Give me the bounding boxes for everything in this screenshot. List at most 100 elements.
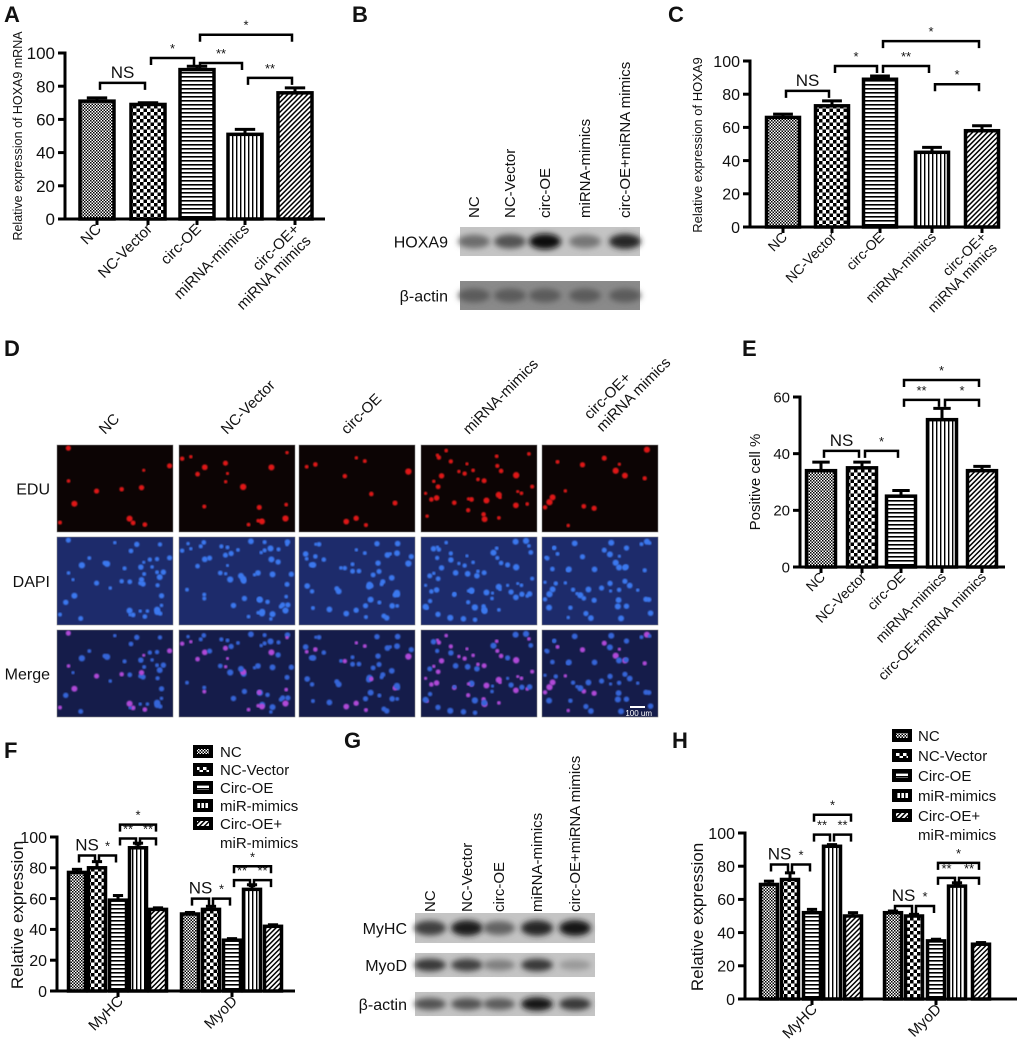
cell-nucleus — [201, 633, 207, 638]
y-axis-label: Positive cell % — [747, 434, 764, 531]
cell-nucleus — [546, 697, 553, 704]
cell-nucleus — [356, 568, 362, 574]
cell-nucleus — [642, 661, 647, 666]
cell-nucleus — [394, 633, 401, 640]
significance-label: ** — [916, 383, 926, 398]
cell-nucleus — [222, 645, 229, 651]
cell-nucleus — [285, 695, 291, 701]
cell-nucleus — [626, 675, 633, 682]
cell-nucleus — [549, 494, 556, 501]
cell-nucleus — [494, 546, 499, 551]
cell-nucleus — [519, 676, 524, 681]
significance-label: * — [956, 846, 961, 861]
cell-nucleus — [434, 555, 440, 561]
cell-nucleus — [388, 667, 395, 674]
cell-nucleus — [304, 649, 309, 654]
cell-nucleus — [78, 615, 84, 621]
cell-nucleus — [223, 480, 228, 484]
cell-nucleus — [326, 606, 333, 613]
cell-nucleus — [546, 683, 553, 691]
cell-nucleus — [460, 709, 467, 715]
cell-nucleus — [138, 702, 142, 706]
significance-bracket — [790, 863, 812, 872]
cell-nucleus — [626, 582, 633, 589]
cell-nucleus — [159, 696, 164, 701]
cell-nucleus — [457, 561, 461, 566]
significance-bracket — [198, 33, 294, 42]
cell-nucleus — [615, 690, 622, 697]
cell-nucleus — [198, 544, 203, 549]
blot-row-label: MyoD — [365, 958, 407, 975]
y-tick-label: 60 — [773, 389, 790, 406]
cell-nucleus — [154, 556, 160, 562]
column-label: miRNA-mimics — [460, 356, 542, 438]
cell-nucleus — [566, 615, 570, 620]
cell-nucleus — [57, 705, 63, 710]
cell-nucleus — [87, 556, 92, 560]
legend-swatch-pattern — [896, 793, 908, 798]
cell-nucleus — [438, 473, 445, 479]
significance-label: NS — [768, 845, 792, 864]
cell-nucleus — [530, 484, 535, 489]
cell-nucleus — [362, 551, 367, 556]
cell-nucleus — [321, 650, 327, 655]
significance-label: ** — [143, 822, 153, 837]
dapi-image — [178, 536, 296, 626]
significance-bracket — [957, 876, 981, 885]
cell-nucleus — [268, 556, 275, 563]
cell-nucleus — [381, 706, 387, 712]
significance-bracket — [914, 904, 936, 914]
blot-band — [559, 920, 591, 936]
cell-nucleus — [444, 448, 449, 453]
cell-nucleus — [342, 565, 348, 571]
cell-nucleus — [71, 592, 78, 599]
cell-nucleus — [435, 669, 441, 675]
cell-nucleus — [568, 605, 573, 611]
significance-bracket — [833, 64, 879, 73]
cell-nucleus — [354, 456, 359, 460]
cell-nucleus — [134, 541, 140, 548]
cell-nucleus — [483, 682, 490, 689]
cell-nucleus — [207, 648, 213, 654]
cell-nucleus — [156, 667, 163, 674]
cell-nucleus — [476, 662, 480, 667]
y-tick-label: 100 — [708, 826, 735, 843]
cell-nucleus — [119, 486, 124, 492]
legend-swatch-pattern — [896, 813, 908, 818]
cell-nucleus — [267, 545, 274, 552]
cell-nucleus — [474, 572, 480, 579]
cell-nucleus — [468, 680, 475, 687]
y-tick-label: 20 — [773, 503, 790, 520]
significance-bracket — [769, 863, 790, 872]
cell-nucleus — [158, 593, 165, 599]
cell-nucleus — [381, 613, 387, 619]
cell-nucleus — [452, 684, 457, 689]
cell-nucleus — [581, 503, 587, 509]
column-label: NC — [96, 410, 123, 437]
cell-nucleus — [362, 696, 369, 702]
column-label: NC-Vector — [218, 377, 279, 438]
bar — [804, 468, 838, 569]
cell-nucleus — [185, 587, 189, 592]
cell-nucleus — [309, 682, 315, 687]
cell-nucleus — [65, 537, 71, 543]
cell-nucleus — [219, 637, 224, 642]
lane-label: circ-OE — [491, 862, 508, 912]
cell-nucleus — [512, 657, 520, 664]
cell-nucleus — [544, 555, 550, 561]
cell-nucleus — [343, 610, 350, 617]
cell-nucleus — [65, 630, 71, 636]
cell-nucleus — [546, 498, 553, 506]
cell-nucleus — [356, 661, 362, 667]
cell-nucleus — [335, 588, 342, 595]
cell-nucleus — [583, 610, 589, 617]
cell-nucleus — [275, 652, 281, 658]
cell-nucleus — [563, 489, 568, 493]
cell-nucleus — [140, 581, 146, 587]
cell-nucleus — [375, 653, 381, 659]
cell-nucleus — [615, 597, 622, 604]
cell-nucleus — [228, 550, 234, 557]
cell-nucleus — [384, 645, 391, 651]
cell-nucleus — [512, 564, 520, 571]
